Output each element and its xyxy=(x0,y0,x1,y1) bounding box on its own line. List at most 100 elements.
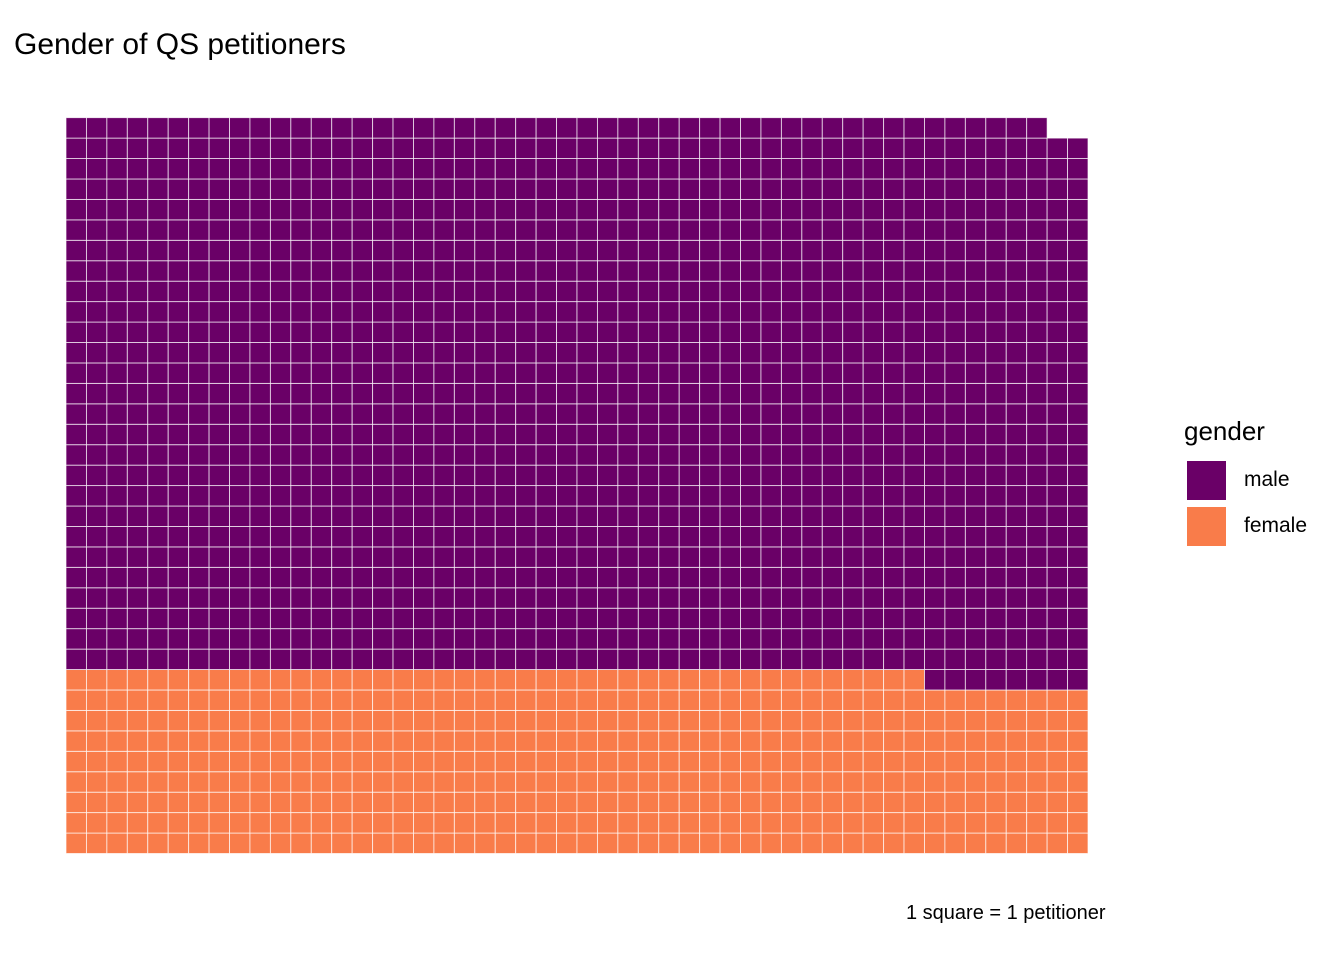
waffle-square-male xyxy=(65,505,87,527)
waffle-square-male xyxy=(535,342,558,364)
waffle-square-male xyxy=(596,260,619,282)
waffle-square-male xyxy=(801,342,823,364)
waffle-square-male xyxy=(699,423,721,446)
waffle-square-female xyxy=(1067,730,1089,752)
waffle-square-male xyxy=(515,158,537,180)
waffle-square-male xyxy=(372,260,394,282)
waffle-square-male xyxy=(699,485,721,507)
waffle-square-male xyxy=(658,219,680,241)
waffle-square-male xyxy=(494,137,517,159)
waffle-square-female xyxy=(290,730,312,752)
waffle-square-male xyxy=(944,628,966,650)
waffle-square-male xyxy=(903,198,925,221)
waffle-square-male xyxy=(106,178,128,200)
waffle-square-male xyxy=(453,321,476,343)
waffle-square-male xyxy=(515,485,537,507)
waffle-square-male xyxy=(596,362,619,384)
waffle-square-male xyxy=(596,198,619,221)
waffle-square-male xyxy=(985,362,1007,384)
waffle-square-male xyxy=(474,158,496,180)
waffle-square-male xyxy=(903,321,925,343)
waffle-square-female xyxy=(188,750,210,773)
waffle-square-male xyxy=(1026,485,1048,507)
waffle-square-male xyxy=(290,260,312,282)
waffle-square-male xyxy=(331,342,353,364)
waffle-square-female xyxy=(883,750,905,773)
waffle-square-male xyxy=(372,342,394,364)
waffle-square-male xyxy=(433,301,455,323)
waffle-square-male xyxy=(167,178,190,200)
waffle-square-male xyxy=(351,158,374,180)
waffle-square-male xyxy=(801,546,823,568)
waffle-square-male xyxy=(413,628,435,650)
waffle-square-male xyxy=(249,628,271,650)
waffle-square-male xyxy=(167,198,190,221)
waffle-square-male xyxy=(249,546,271,568)
waffle-square-male xyxy=(1005,485,1028,507)
waffle-square-male xyxy=(1067,403,1089,425)
waffle-square-female xyxy=(658,709,680,732)
waffle-square-female xyxy=(821,791,844,814)
waffle-square-male xyxy=(678,260,701,282)
waffle-square-male xyxy=(290,198,312,221)
waffle-square-male xyxy=(494,280,517,303)
waffle-square-male xyxy=(1046,342,1069,364)
waffle-square-male xyxy=(1046,485,1069,507)
waffle-square-male xyxy=(515,607,537,630)
waffle-square-male xyxy=(964,198,987,221)
waffle-square-male xyxy=(372,505,394,527)
waffle-square-male xyxy=(699,198,721,221)
waffle-square-male xyxy=(290,117,312,139)
waffle-square-male xyxy=(85,648,108,670)
waffle-square-male xyxy=(515,505,537,527)
waffle-square-female xyxy=(392,689,414,711)
waffle-square-male xyxy=(413,198,435,221)
waffle-square-male xyxy=(147,342,169,364)
waffle-square-male xyxy=(310,158,333,180)
waffle-square-male xyxy=(637,158,660,180)
waffle-square-male xyxy=(167,260,190,282)
waffle-square-male xyxy=(310,526,333,548)
waffle-square-male xyxy=(842,382,864,405)
waffle-square-male xyxy=(617,239,639,262)
waffle-square-male xyxy=(1046,464,1069,487)
waffle-square-male xyxy=(740,628,762,650)
waffle-square-male xyxy=(453,117,476,139)
waffle-square-male xyxy=(944,444,966,466)
waffle-square-male xyxy=(269,648,292,670)
waffle-square-female xyxy=(106,771,128,793)
waffle-square-male xyxy=(229,566,251,589)
waffle-square-female xyxy=(699,771,721,793)
waffle-square-male xyxy=(1067,669,1089,691)
waffle-square-male xyxy=(331,280,353,303)
waffle-square-male xyxy=(964,219,987,241)
waffle-square-female xyxy=(801,730,823,752)
waffle-square-male xyxy=(678,526,701,548)
waffle-square-male xyxy=(1067,628,1089,650)
waffle-square-female xyxy=(249,669,271,691)
waffle-square-male xyxy=(106,301,128,323)
waffle-square-male xyxy=(65,342,87,364)
waffle-square-male xyxy=(862,505,885,527)
waffle-square-male xyxy=(556,178,578,200)
waffle-square-female xyxy=(167,750,190,773)
waffle-square-male xyxy=(474,342,496,364)
waffle-square-male xyxy=(331,137,353,159)
waffle-square-female xyxy=(658,771,680,793)
waffle-square-female xyxy=(535,791,558,814)
waffle-square-male xyxy=(1026,587,1048,609)
waffle-square-male xyxy=(740,505,762,527)
waffle-square-male xyxy=(780,219,803,241)
waffle-square-male xyxy=(985,423,1007,446)
waffle-square-male xyxy=(229,464,251,487)
waffle-square-male xyxy=(862,198,885,221)
waffle-square-female xyxy=(433,832,455,854)
waffle-square-female xyxy=(249,750,271,773)
waffle-square-male xyxy=(351,546,374,568)
waffle-square-male xyxy=(903,587,925,609)
waffle-square-male xyxy=(964,526,987,548)
waffle-square-female xyxy=(167,689,190,711)
waffle-square-male xyxy=(433,505,455,527)
waffle-square-male xyxy=(85,260,108,282)
waffle-square-male xyxy=(331,321,353,343)
